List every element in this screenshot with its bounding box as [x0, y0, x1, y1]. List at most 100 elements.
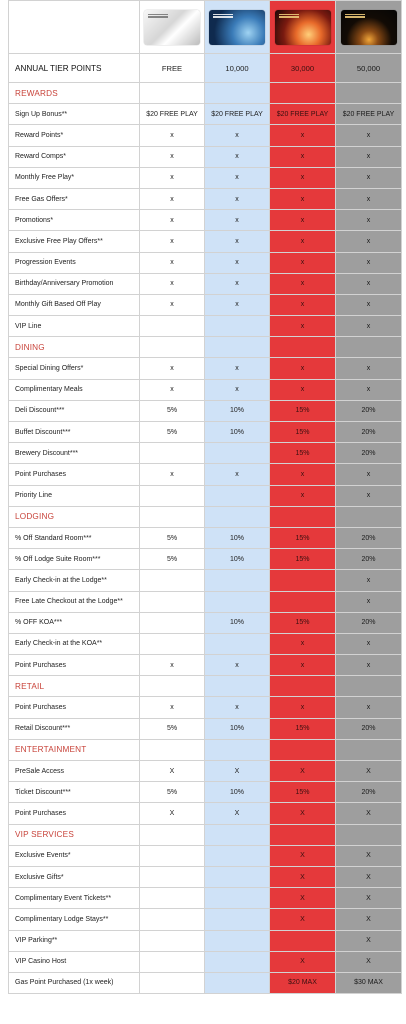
section-header-row: DINING — [8, 336, 402, 359]
benefit-value-30000: x — [269, 632, 336, 656]
benefit-value-50000: X — [335, 844, 402, 867]
tier-points-free: FREE — [139, 53, 205, 83]
annual-tier-points-label: ANNUAL TIER POINTS — [8, 53, 140, 83]
benefit-value-free: x — [139, 124, 205, 147]
benefit-value-free: $20 FREE PLAY — [139, 103, 205, 126]
benefit-value-10000: x — [204, 696, 270, 719]
benefit-value-30000: x — [269, 272, 336, 295]
benefit-value-10000: x — [204, 230, 270, 253]
benefit-value-10000: 10% — [204, 717, 270, 740]
benefit-value-30000: x — [269, 463, 336, 486]
benefit-value-free: X — [139, 759, 205, 783]
benefit-row: % Off Lodge Suite Room*** 5% 10% 15% 20% — [8, 548, 402, 571]
benefit-value-10000: x — [204, 293, 270, 317]
section-header-row: VIP SERVICES — [8, 823, 402, 846]
benefit-label: Point Purchases — [8, 654, 140, 677]
benefit-value-free — [139, 865, 205, 889]
benefit-value-30000: $20 FREE PLAY — [269, 103, 336, 126]
section-header-cell-free — [139, 738, 205, 762]
benefit-value-50000: x — [335, 145, 402, 168]
benefit-value-30000: x — [269, 378, 336, 401]
card-images-row — [8, 0, 402, 54]
benefit-label: Reward Comps* — [8, 145, 140, 168]
section-header-cell-free — [139, 823, 205, 846]
card-cell-10000 — [204, 0, 270, 54]
benefit-value-free — [139, 315, 205, 338]
annual-tier-points-row: ANNUAL TIER POINTS FREE 10,000 30,000 50… — [8, 53, 402, 83]
benefit-label: Free Late Checkout at the Lodge** — [8, 590, 140, 613]
card-wordmark-icon — [148, 13, 168, 19]
benefit-value-30000: X — [269, 865, 336, 889]
benefit-value-30000: X — [269, 802, 336, 825]
benefit-value-10000 — [204, 887, 270, 910]
benefit-value-50000: x — [335, 569, 402, 592]
benefit-value-50000: x — [335, 654, 402, 677]
benefit-value-free — [139, 971, 205, 995]
section-header-cell-10000 — [204, 505, 270, 528]
section-header-cell-30000 — [269, 675, 336, 698]
benefit-value-10000: 10% — [204, 611, 270, 634]
benefit-value-free: x — [139, 463, 205, 486]
benefit-value-50000: X — [335, 802, 402, 825]
benefit-value-30000: x — [269, 696, 336, 719]
section-header-cell-10000 — [204, 823, 270, 846]
benefit-value-50000: 20% — [335, 420, 402, 444]
benefit-value-10000: x — [204, 124, 270, 147]
benefit-label: Exclusive Events* — [8, 844, 140, 867]
benefit-row: Early Check-in at the Lodge** x — [8, 569, 402, 592]
benefit-row: Reward Points* x x x x — [8, 124, 402, 147]
tier-points-50000: 50,000 — [335, 53, 402, 83]
benefit-label: Point Purchases — [8, 696, 140, 719]
benefit-label: Exclusive Gifts* — [8, 865, 140, 889]
benefit-label: Buffet Discount*** — [8, 420, 140, 444]
benefit-row: Point Purchases x x x x — [8, 463, 402, 486]
benefit-label: Monthly Gift Based Off Play — [8, 293, 140, 317]
benefit-row: Point Purchases X X X X — [8, 802, 402, 825]
benefit-value-50000: x — [335, 484, 402, 507]
benefit-value-10000 — [204, 929, 270, 952]
benefit-row: Complimentary Event Tickets** X X — [8, 887, 402, 910]
benefit-value-10000: x — [204, 357, 270, 380]
tier-points-30000: 30,000 — [269, 53, 336, 83]
benefit-value-50000: x — [335, 632, 402, 656]
benefit-value-10000: x — [204, 654, 270, 677]
benefit-value-30000: 15% — [269, 526, 336, 550]
benefit-value-50000: x — [335, 696, 402, 719]
benefit-label: % Off Standard Room*** — [8, 526, 140, 550]
benefit-value-30000: x — [269, 187, 336, 211]
benefit-value-50000: x — [335, 209, 402, 232]
benefit-row: Ticket Discount*** 5% 10% 15% 20% — [8, 781, 402, 804]
benefit-value-free — [139, 569, 205, 592]
section-title: VIP SERVICES — [8, 823, 140, 846]
benefit-label: Early Check-in at the KOA** — [8, 632, 140, 656]
table-body: ANNUAL TIER POINTS FREE 10,000 30,000 50… — [8, 0, 402, 995]
benefit-label: PreSale Access — [8, 759, 140, 783]
benefit-value-10000: x — [204, 378, 270, 401]
section-header-cell-10000 — [204, 738, 270, 762]
benefit-row: Retail Discount*** 5% 10% 15% 20% — [8, 717, 402, 740]
benefit-label: % Off Lodge Suite Room*** — [8, 548, 140, 571]
benefit-value-free: x — [139, 145, 205, 168]
benefit-value-30000: 15% — [269, 717, 336, 740]
benefit-value-free — [139, 632, 205, 656]
benefit-value-30000: x — [269, 124, 336, 147]
benefit-label: Birthday/Anniversary Promotion — [8, 272, 140, 295]
benefit-value-10000 — [204, 950, 270, 973]
benefit-value-50000: x — [335, 124, 402, 147]
card-cell-30000 — [269, 0, 336, 54]
benefit-row: Sign Up Bonus** $20 FREE PLAY $20 FREE PLA… — [8, 103, 402, 126]
benefit-value-free: x — [139, 251, 205, 274]
benefit-value-10000 — [204, 569, 270, 592]
benefit-value-10000 — [204, 844, 270, 867]
benefit-label: Point Purchases — [8, 802, 140, 825]
benefit-row: Point Purchases x x x x — [8, 654, 402, 677]
section-header-cell-free — [139, 336, 205, 359]
benefit-row: Priority Line x x — [8, 484, 402, 507]
benefit-value-free — [139, 950, 205, 973]
benefit-row: Brewery Discount*** 15% 20% — [8, 442, 402, 465]
benefit-label: VIP Casino Host — [8, 950, 140, 973]
benefit-value-30000: x — [269, 145, 336, 168]
tier-benefits-table: ANNUAL TIER POINTS FREE 10,000 30,000 50… — [8, 0, 402, 995]
benefit-value-10000 — [204, 315, 270, 338]
benefit-row: Gas Point Purchased (1x week) $20 MAX $30 … — [8, 971, 402, 995]
